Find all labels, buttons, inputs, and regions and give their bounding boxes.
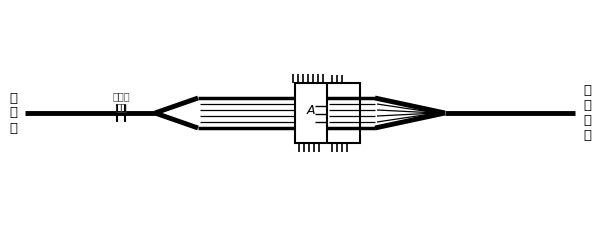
Text: 茅
ヶ
崎
方: 茅 ヶ 崎 方	[583, 84, 591, 142]
Text: 橋
本
方: 橋 本 方	[9, 92, 17, 135]
Bar	[295, 83, 360, 143]
Text: 大河原
踏切: 大河原 踏切	[112, 91, 130, 112]
Text: A: A	[307, 104, 315, 117]
